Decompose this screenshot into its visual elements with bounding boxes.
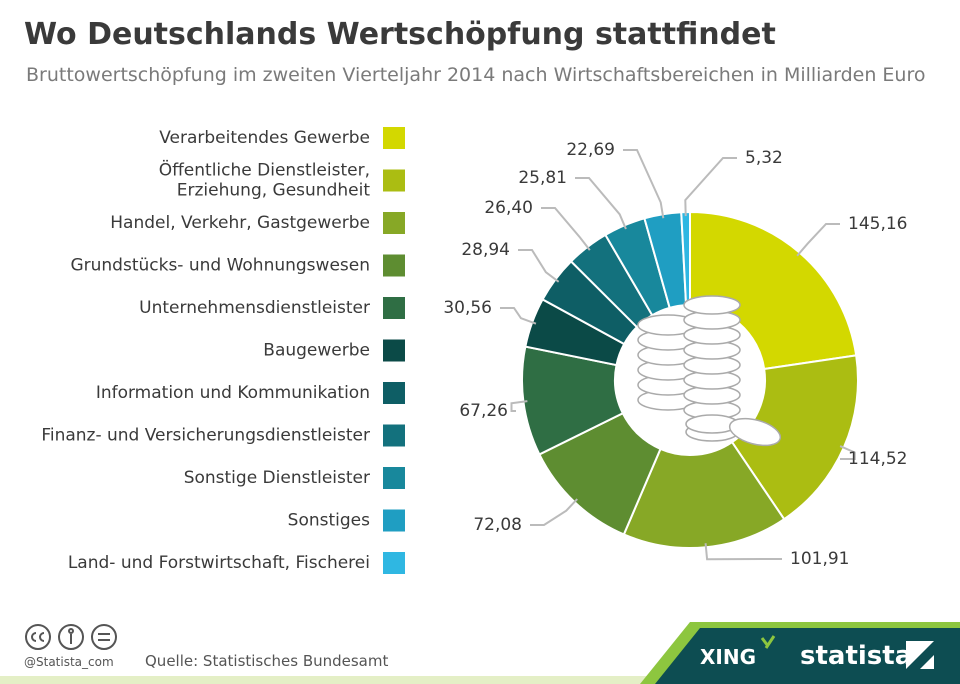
leader-line [839, 445, 856, 460]
handle: @Statista_com [24, 655, 114, 669]
value-label: 26,40 [484, 198, 533, 218]
footer-strip [0, 676, 960, 684]
statista-logo-cut [906, 641, 934, 669]
legend-label: Verarbeitendes Gewerbe [159, 128, 370, 148]
brand-statista: statista [800, 641, 912, 671]
legend-label: Finanz- und Versicherungsdienstleister [41, 426, 370, 446]
leader-line [500, 307, 537, 325]
legend-swatch [383, 169, 405, 192]
leader-line [510, 400, 528, 412]
legend-swatch [383, 382, 405, 404]
footer-band-dark [655, 628, 960, 684]
legend-label: Information und Kommunikation [96, 383, 370, 403]
value-label: 30,56 [443, 298, 492, 318]
legend-label: Sonstiges [288, 511, 370, 531]
value-label: 72,08 [473, 515, 522, 535]
leader-line [541, 207, 591, 251]
legend-swatch [383, 467, 405, 489]
legend-swatch [383, 297, 405, 319]
xing-mark [760, 635, 776, 649]
footer: @Statista_com Quelle: Statistisches Bund… [0, 622, 960, 684]
legend-label: Öffentliche Dienstleister, Erziehung, Ges… [159, 159, 371, 201]
value-label: 67,26 [459, 401, 508, 421]
donut-slice [730, 354, 859, 521]
legend-label: Unternehmensdienstleister [139, 298, 370, 318]
leader-line [575, 177, 627, 230]
leader-line [623, 149, 665, 219]
value-label: 101,91 [790, 549, 849, 569]
value-label: 114,52 [848, 449, 907, 469]
legend-label: Grundstücks- und Wohnungswesen [70, 256, 370, 276]
leader-line [518, 249, 560, 283]
legend-swatch [383, 127, 405, 149]
legend-label: Sonstige Dienstleister [184, 468, 370, 488]
chart-title: Wo Deutschlands Wertschöpfung stattfinde… [24, 17, 776, 52]
legend-swatch [383, 552, 405, 574]
brand-xing: XING [700, 645, 756, 669]
legend: Verarbeitendes Gewerbe Öffentliche Dienst… [41, 127, 405, 574]
leader-line [530, 498, 578, 526]
leader-line [704, 543, 782, 561]
legend-swatch [383, 509, 405, 532]
value-label: 145,16 [848, 214, 907, 234]
legend-swatch [383, 339, 405, 362]
legend-label: Baugewerbe [263, 341, 370, 361]
source: Quelle: Statistisches Bundesamt [145, 652, 388, 670]
leader-line [796, 223, 840, 257]
legend-swatch [383, 254, 405, 277]
chart-subtitle: Bruttowertschöpfung im zweiten Viertelja… [26, 64, 925, 86]
legend-swatch [383, 212, 405, 234]
value-label: 28,94 [461, 240, 510, 260]
legend-label: Handel, Verkehr, Gastgewerbe [110, 213, 370, 233]
coins-illustration [637, 295, 782, 447]
license-icons [25, 624, 117, 650]
value-label: 22,69 [566, 140, 615, 160]
value-label: 5,32 [745, 148, 783, 168]
legend-swatch [383, 424, 405, 447]
legend-label: Land- und Forstwirtschaft, Fischerei [68, 553, 370, 573]
value-label: 25,81 [518, 168, 567, 188]
leader-line [684, 157, 737, 217]
